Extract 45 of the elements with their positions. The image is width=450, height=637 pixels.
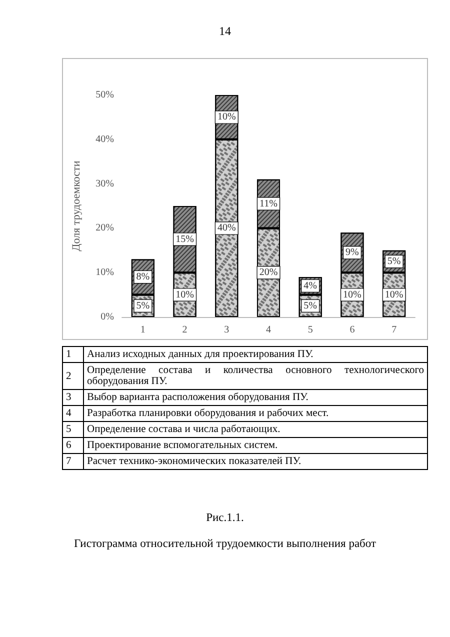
category-label: 7 — [66, 456, 72, 467]
data-label: 4% — [304, 280, 318, 292]
data-label: 10% — [343, 289, 362, 300]
x-tick-label: 3 — [224, 324, 230, 336]
y-tick-label: 50% — [96, 90, 114, 100]
text: Проектирование вспомогательных систем. — [84, 438, 428, 454]
category-label: 4 — [66, 408, 72, 419]
text: Рис.1.1. — [205, 512, 245, 524]
text: 14 — [218, 24, 232, 39]
x-tick-label: 7 — [392, 324, 397, 336]
data-label: 5% — [304, 300, 318, 312]
category-label: 5 — [66, 424, 72, 435]
x-tick-label: 4 — [266, 324, 271, 336]
y-tick-label: 20% — [96, 222, 114, 234]
data-label: 11% — [260, 198, 278, 210]
data-label: 10% — [384, 289, 404, 300]
y-tick-label: 40% — [96, 134, 114, 145]
data-label: 10% — [217, 112, 236, 123]
y-tick-label: 10% — [96, 267, 114, 278]
data-label: 9% — [346, 247, 359, 258]
y-tick-label: 30% — [96, 178, 114, 190]
text: Разработка планировки оборудования и рабочих мест. — [84, 406, 428, 422]
text: Расчет технико-экономических показателей ПУ. — [84, 454, 428, 470]
data-label: 10% — [176, 289, 194, 300]
text: Гистограмма относительной трудоемкости выполнения работ — [72, 538, 378, 550]
data-label: 8% — [136, 272, 150, 283]
x-tick-label: 2 — [182, 324, 188, 336]
x-tick-label: 6 — [350, 324, 355, 336]
text: Анализ исходных данных для проектирования ПУ. — [84, 346, 428, 362]
data-label: 15% — [176, 234, 194, 245]
y-axis-title: Доля трудоемкости — [70, 160, 82, 252]
category-label: 6 — [66, 440, 72, 451]
y-tick-label: 0% — [100, 312, 114, 322]
category-label: 2 — [66, 370, 72, 382]
data-label: 5% — [136, 300, 150, 312]
text: Определение состава и количества основного технологического оборудования ПУ. — [84, 362, 428, 390]
x-tick-label: 1 — [140, 324, 146, 336]
category-label: 1 — [66, 349, 72, 360]
category-label: 3 — [66, 392, 72, 403]
data-label: 5% — [387, 256, 401, 267]
text: Определение состава и числа работающих. — [84, 422, 428, 438]
text: Выбор варианта расположения оборудования ПУ. — [84, 390, 428, 406]
x-tick-label: 5 — [308, 324, 313, 336]
data-label: 20% — [259, 267, 278, 278]
data-label: 40% — [217, 222, 236, 234]
